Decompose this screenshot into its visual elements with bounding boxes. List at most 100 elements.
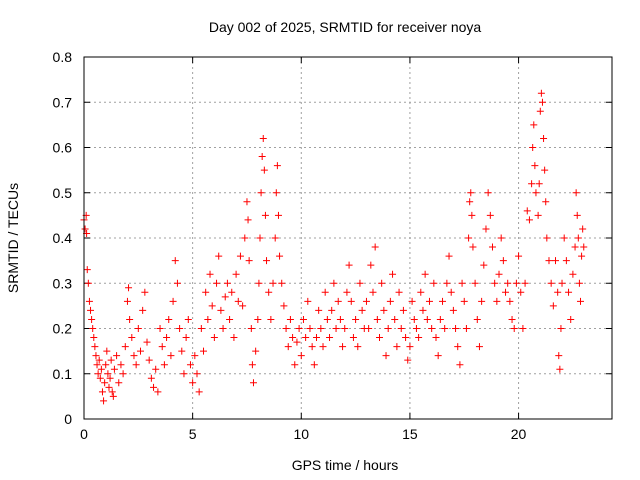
data-point bbox=[98, 388, 106, 396]
data-point bbox=[248, 361, 256, 369]
data-point bbox=[234, 297, 242, 305]
data-point bbox=[280, 302, 288, 310]
data-point bbox=[204, 315, 212, 323]
data-point bbox=[441, 325, 449, 332]
data-point bbox=[488, 243, 496, 251]
data-point bbox=[249, 379, 257, 387]
plot-frame bbox=[83, 56, 613, 420]
data-point bbox=[274, 211, 282, 219]
data-point bbox=[428, 325, 436, 332]
data-point bbox=[541, 166, 549, 174]
data-point bbox=[286, 315, 294, 323]
data-point bbox=[180, 370, 188, 378]
data-point bbox=[525, 216, 533, 224]
data-point bbox=[178, 347, 186, 355]
data-point bbox=[152, 365, 160, 373]
data-point bbox=[244, 216, 252, 224]
data-point bbox=[130, 352, 138, 360]
data-point bbox=[173, 279, 181, 287]
data-point bbox=[536, 107, 544, 115]
data-point bbox=[278, 279, 286, 287]
data-point bbox=[104, 370, 112, 378]
data-point bbox=[380, 306, 388, 314]
data-point bbox=[247, 325, 255, 332]
data-point bbox=[109, 392, 117, 400]
data-point bbox=[417, 288, 425, 296]
data-point bbox=[328, 306, 336, 314]
data-point bbox=[443, 279, 451, 287]
data-point bbox=[393, 343, 401, 351]
data-point bbox=[530, 121, 538, 129]
data-point bbox=[556, 365, 564, 373]
data-point bbox=[150, 383, 158, 391]
data-point bbox=[573, 211, 581, 219]
data-point bbox=[423, 315, 431, 323]
data-point bbox=[302, 334, 310, 342]
data-point bbox=[554, 288, 562, 296]
data-point bbox=[125, 284, 133, 292]
data-point bbox=[184, 315, 192, 323]
data-point bbox=[406, 343, 414, 351]
data-point bbox=[219, 325, 227, 332]
data-point bbox=[468, 211, 476, 219]
data-point bbox=[475, 343, 483, 351]
data-point bbox=[282, 325, 290, 332]
data-point bbox=[156, 325, 164, 332]
data-point bbox=[202, 288, 210, 296]
data-point bbox=[113, 352, 121, 360]
y-tick-label: 0.5 bbox=[53, 185, 73, 201]
data-point bbox=[445, 252, 453, 260]
data-point bbox=[145, 356, 153, 364]
data-point bbox=[560, 234, 568, 242]
data-point bbox=[239, 302, 247, 310]
x-tick-label: 20 bbox=[511, 426, 527, 442]
data-point bbox=[343, 288, 351, 296]
data-point bbox=[87, 306, 95, 314]
data-point bbox=[542, 198, 550, 206]
data-point bbox=[206, 270, 214, 278]
data-point bbox=[345, 261, 353, 269]
data-point bbox=[339, 343, 347, 351]
data-point bbox=[85, 297, 93, 305]
data-point bbox=[545, 257, 553, 265]
data-point bbox=[543, 234, 551, 242]
data-point bbox=[467, 189, 475, 197]
data-point bbox=[462, 325, 470, 332]
data-point bbox=[365, 325, 373, 332]
data-point bbox=[243, 198, 251, 206]
data-point bbox=[289, 334, 297, 342]
data-point bbox=[169, 297, 177, 305]
data-point bbox=[108, 388, 116, 396]
data-point bbox=[210, 334, 218, 342]
data-point bbox=[154, 388, 162, 396]
data-point bbox=[434, 352, 442, 360]
data-point bbox=[167, 352, 175, 360]
x-tick-label: 5 bbox=[189, 426, 197, 442]
data-point bbox=[412, 325, 420, 332]
data-point bbox=[215, 252, 223, 260]
data-point bbox=[528, 180, 536, 188]
data-point bbox=[90, 334, 98, 342]
y-tick-label: 0.1 bbox=[53, 366, 73, 382]
data-point bbox=[478, 297, 486, 305]
data-point bbox=[191, 352, 199, 360]
data-point bbox=[128, 334, 136, 342]
data-point bbox=[578, 252, 586, 260]
data-point bbox=[341, 325, 349, 332]
data-point bbox=[163, 334, 171, 342]
data-point bbox=[430, 279, 438, 287]
data-point bbox=[540, 134, 548, 142]
data-point bbox=[384, 325, 392, 332]
data-point bbox=[260, 166, 268, 174]
data-point bbox=[223, 279, 231, 287]
data-point bbox=[399, 306, 407, 314]
data-point bbox=[519, 325, 527, 332]
data-point bbox=[96, 374, 104, 382]
data-point bbox=[415, 334, 423, 342]
data-point bbox=[436, 315, 444, 323]
data-point bbox=[228, 288, 236, 296]
data-point bbox=[465, 234, 473, 242]
data-point bbox=[458, 279, 466, 287]
data-point bbox=[452, 325, 460, 332]
